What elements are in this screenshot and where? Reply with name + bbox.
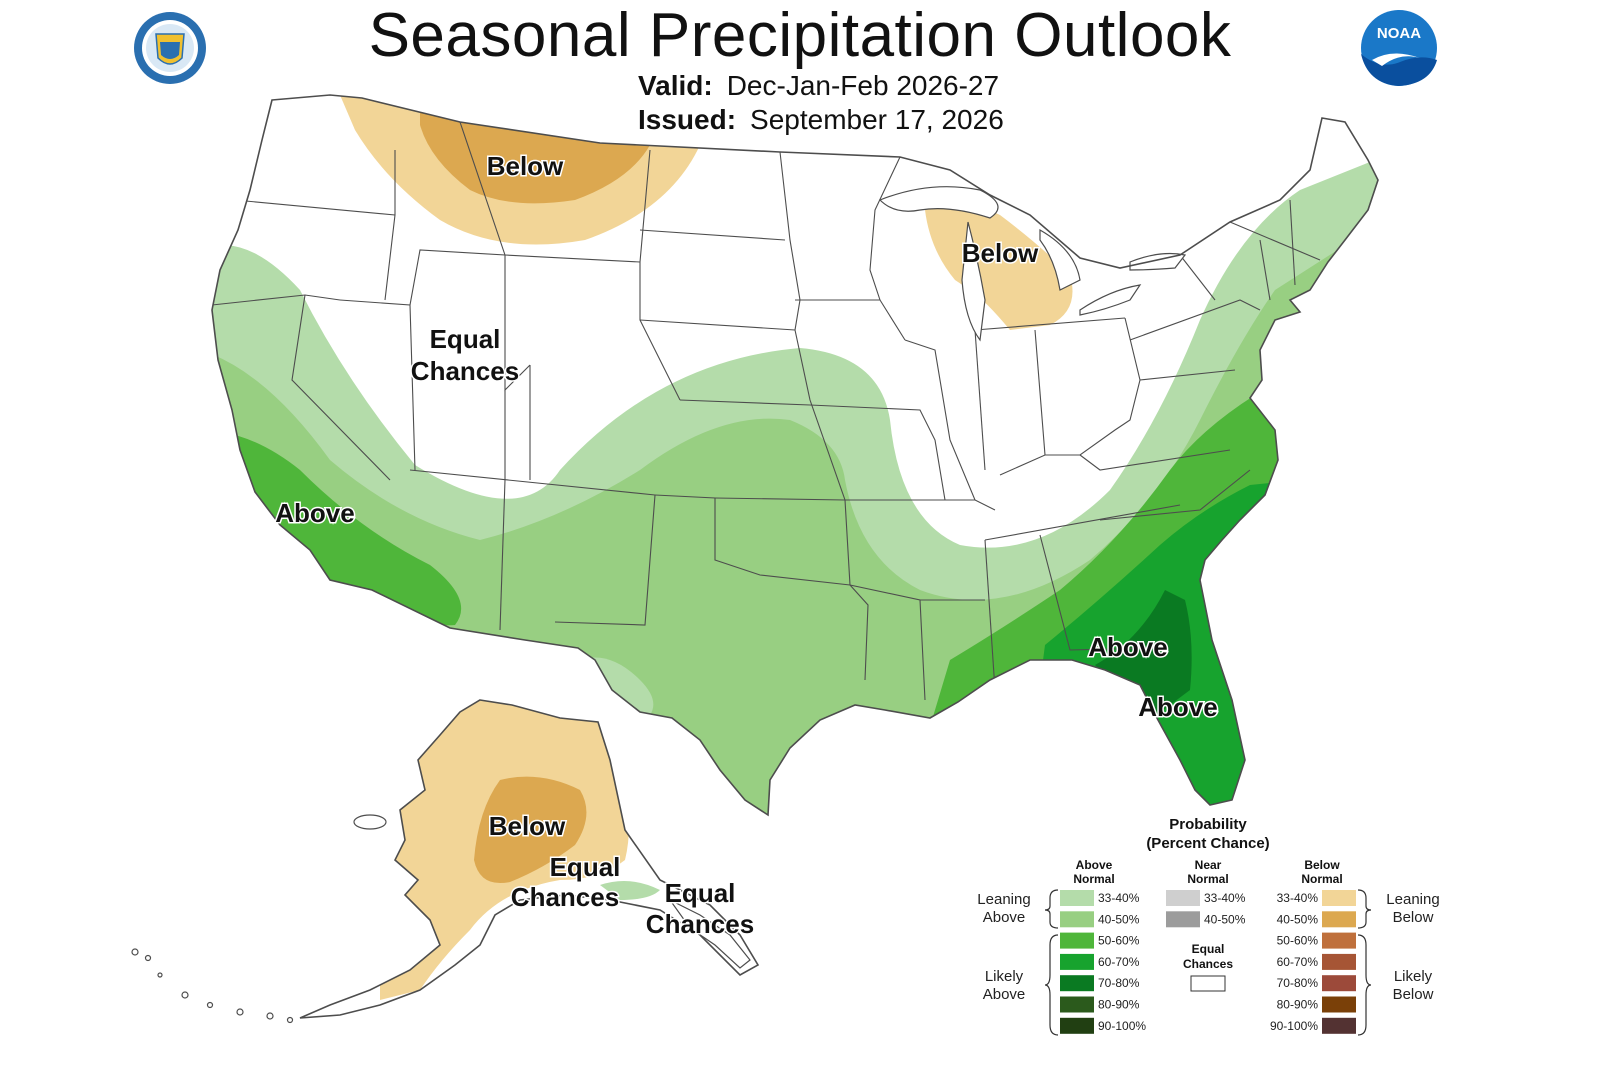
state-boundaries xyxy=(212,121,1321,701)
legend-above-swatches: 33-40% 40-50% 50-60% 60-70% 70-80% 80-90% 90-1… xyxy=(1060,890,1146,1034)
legend-likely-above2: Above xyxy=(983,986,1026,1003)
alaska-region xyxy=(131,699,759,1024)
legend-above-swatch-0 xyxy=(1060,890,1094,906)
aleutian-islands xyxy=(131,814,751,1024)
alaska-below-40-50 xyxy=(474,776,587,884)
legend-below-header1: Below xyxy=(1304,858,1340,872)
legend-likely-below1: Likely xyxy=(1394,968,1433,985)
legend-above-label-0: 33-40% xyxy=(1098,891,1140,905)
legend-braces xyxy=(1044,889,1372,1036)
legend-near-label-1: 40-50% xyxy=(1204,912,1246,926)
legend-below-label-3: 60-70% xyxy=(1277,955,1319,969)
label-southeast-above: Above xyxy=(1088,632,1167,662)
legend-above-swatch-5 xyxy=(1060,996,1094,1013)
below-40-50-northern-plains xyxy=(420,110,650,204)
issued-label: Issued: xyxy=(638,104,737,135)
legend-above-label-6: 90-100% xyxy=(1098,1019,1146,1033)
legend-title: Probability xyxy=(1169,816,1247,833)
legend-below-header2: Normal xyxy=(1301,872,1342,886)
legend-below-label-0: 33-40% xyxy=(1277,891,1319,905)
legend-below-swatch-2 xyxy=(1322,932,1356,949)
legend-near-swatches: 33-40% 40-50% xyxy=(1166,890,1246,928)
legend-below-label-4: 70-80% xyxy=(1277,976,1319,990)
legend-below-swatch-3 xyxy=(1322,953,1356,970)
legend-above-header2: Normal xyxy=(1073,872,1114,886)
legend-below-swatch-5 xyxy=(1322,996,1356,1013)
label-panhandle-equal: Equal xyxy=(665,878,736,908)
legend-above-label-2: 50-60% xyxy=(1098,934,1140,948)
department-of-commerce-seal-icon xyxy=(134,12,206,84)
alaska-panhandle-above-33-40 xyxy=(600,881,660,900)
legend-below-label-1: 40-50% xyxy=(1277,912,1319,926)
label-michigan-below: Below xyxy=(962,238,1039,268)
legend-above-swatch-3 xyxy=(1060,953,1094,970)
valid-line: Valid: Dec-Jan-Feb 2026-27 xyxy=(638,70,999,102)
label-california-above: Above xyxy=(275,498,354,528)
label-panhandle-chances: Chances xyxy=(646,909,754,939)
legend-above-swatch-6 xyxy=(1060,1017,1094,1034)
legend-below-swatch-1 xyxy=(1322,911,1356,928)
legend-leaning-above2: Above xyxy=(983,909,1026,926)
noaa-logo-icon: NOAA xyxy=(1361,10,1437,86)
label-alaska-equal: Equal xyxy=(550,852,621,882)
legend-below-swatches: 33-40% 40-50% 50-60% 60-70% 70-80% 80-90% 90-1… xyxy=(1270,890,1356,1034)
legend-above-header1: Above xyxy=(1076,858,1113,872)
legend-likely-above1: Likely xyxy=(985,968,1024,985)
conus-region xyxy=(211,94,1379,816)
legend-near-header1: Near xyxy=(1195,858,1222,872)
label-alaska-below: Below xyxy=(489,811,566,841)
legend-above-label-4: 70-80% xyxy=(1098,976,1140,990)
above-50-60-west xyxy=(212,430,462,626)
legend-equal-label2: Chances xyxy=(1183,957,1233,971)
legend-below-swatch-6 xyxy=(1322,1017,1356,1034)
legend-leaning-below2: Below xyxy=(1393,909,1434,926)
label-west-equal: Equal xyxy=(430,324,501,354)
label-alaska-chances: Chances xyxy=(511,882,619,912)
legend-above-label-3: 60-70% xyxy=(1098,955,1140,969)
legend-leaning-above1: Leaning xyxy=(977,891,1030,908)
legend-leaning-below1: Leaning xyxy=(1386,891,1439,908)
label-west-chances: Chances xyxy=(411,356,519,386)
legend-likely-below2: Below xyxy=(1393,986,1434,1003)
legend-equal-swatch xyxy=(1190,975,1226,992)
legend-above-swatch-1 xyxy=(1060,911,1094,928)
legend-near-swatch-0 xyxy=(1166,890,1200,906)
valid-value: Dec-Jan-Feb 2026-27 xyxy=(726,70,1000,101)
below-33-40-michigan xyxy=(925,203,1073,330)
legend-above-label-1: 40-50% xyxy=(1098,912,1140,926)
map-labels: Below Below Equal Chances Above Above Ab… xyxy=(274,150,1219,941)
issued-line: Issued: September 17, 2026 xyxy=(638,104,1004,136)
legend-above-swatch-4 xyxy=(1060,975,1094,992)
legend-near-swatch-1 xyxy=(1166,911,1200,928)
legend-subtitle: (Percent Chance) xyxy=(1146,835,1269,852)
probability-legend: Probability (Percent Chance) Above Norma… xyxy=(977,816,1440,1036)
legend-equal-label1: Equal xyxy=(1192,942,1225,956)
legend-below-swatch-4 xyxy=(1322,975,1356,992)
label-florida-above: Above xyxy=(1138,692,1217,722)
noaa-logo-text: NOAA xyxy=(1377,25,1421,42)
legend-below-label-5: 80-90% xyxy=(1277,998,1319,1012)
legend-below-label-6: 90-100% xyxy=(1270,1019,1318,1033)
label-northern-plains-below: Below xyxy=(487,151,564,181)
legend-near-header2: Normal xyxy=(1187,872,1228,886)
map-title: Seasonal Precipitation Outlook xyxy=(368,1,1232,70)
legend-below-swatch-0 xyxy=(1322,890,1356,906)
issued-value: September 17, 2026 xyxy=(750,104,1004,135)
great-lakes xyxy=(878,186,1187,342)
legend-near-label-0: 33-40% xyxy=(1204,891,1246,905)
legend-above-swatch-2 xyxy=(1060,932,1094,949)
legend-below-label-2: 50-60% xyxy=(1277,934,1319,948)
valid-label: Valid: xyxy=(638,70,713,101)
legend-above-label-5: 80-90% xyxy=(1098,998,1140,1012)
